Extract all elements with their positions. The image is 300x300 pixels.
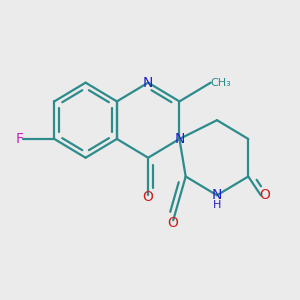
Text: O: O <box>143 190 154 205</box>
Text: CH₃: CH₃ <box>210 78 231 88</box>
Text: H: H <box>213 200 221 210</box>
Text: N: N <box>212 188 222 202</box>
Text: N: N <box>174 132 184 146</box>
Text: O: O <box>168 215 178 230</box>
Text: O: O <box>259 188 270 202</box>
Text: N: N <box>143 76 153 90</box>
Text: F: F <box>15 132 23 146</box>
